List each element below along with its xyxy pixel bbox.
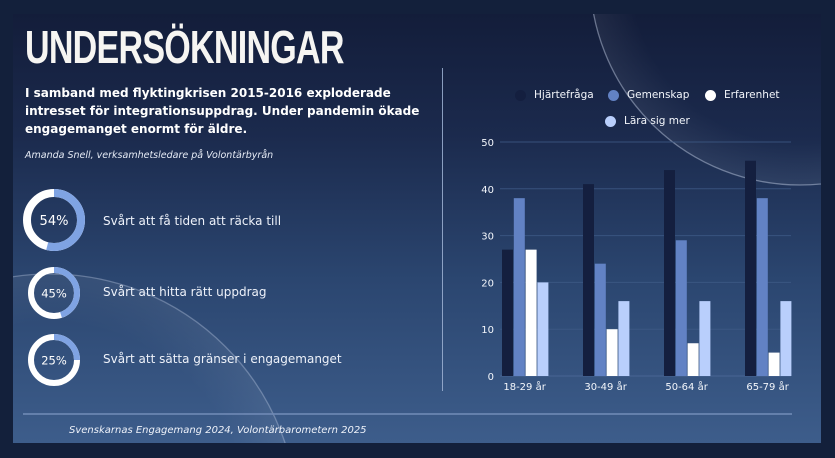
- bar-erfarenhet-3: [768, 352, 780, 376]
- donut-value: 54%: [40, 214, 69, 229]
- decorative-arc-left: [13, 273, 286, 443]
- y-tick-label: 30: [481, 232, 494, 243]
- legend-label: Hjärtefråga: [534, 89, 594, 101]
- page-title: UNDERSÖKNINGAR: [25, 21, 344, 73]
- legend-swatch: [515, 89, 526, 101]
- bar-gemenskap-2: [675, 240, 687, 376]
- donut-chart: 54%: [23, 189, 85, 251]
- bar-hj-rtefr-ga-0: [502, 249, 513, 376]
- y-tick-label: 10: [481, 325, 494, 336]
- donut-chart: 45%: [28, 267, 80, 319]
- footer-divider: [23, 413, 792, 415]
- stat-item: 45% Svårt att hitta rätt uppdrag: [13, 263, 433, 333]
- x-tick-label: 18-29 år: [503, 380, 546, 393]
- legend-item-erfarenhet: Erfarenhet: [705, 89, 780, 101]
- slide: UNDERSÖKNINGAR I samband med flyktingkri…: [13, 14, 821, 443]
- legend-label: Gemenskap: [627, 89, 690, 101]
- source-footer: Svenskarnas Engagemang 2024, Volontärbar…: [69, 425, 367, 436]
- bar-chart: 0 10 20 30 40 50 18-29 år 30-49 år 50-64 år 65-79…: [481, 138, 792, 393]
- donut-arc: [28, 334, 80, 386]
- bar-l-ra-sig-mer-1: [618, 301, 630, 376]
- stat-text: Svårt att sätta gränser i engagemanget: [103, 352, 342, 366]
- bar-hj-rtefr-ga-1: [583, 184, 594, 376]
- bar-hj-rtefr-ga-2: [664, 170, 675, 376]
- bar-erfarenhet-0: [525, 249, 537, 376]
- y-tick-label: 0: [488, 372, 494, 383]
- bar-gemenskap-1: [594, 263, 606, 376]
- donut-arc: [28, 267, 80, 319]
- bar-hj-rtefr-ga-3: [745, 160, 756, 376]
- bar-l-ra-sig-mer-2: [699, 301, 711, 376]
- bar-l-ra-sig-mer-3: [780, 301, 792, 376]
- column-divider: [442, 68, 443, 391]
- stat-item: 54% Svårt att få tiden att räcka till: [13, 185, 433, 255]
- quote-attribution: Amanda Snell, verksamhetsledare på Volon…: [25, 150, 274, 161]
- donut-value: 45%: [41, 287, 67, 301]
- lead-paragraph: I samband med flyktingkrisen 2015-2016 e…: [25, 86, 420, 136]
- legend-label: Erfarenhet: [724, 89, 780, 101]
- legend-item-lara-sig-mer: Lära sig mer: [605, 115, 690, 127]
- y-tick-label: 50: [481, 138, 494, 149]
- legend-swatch: [608, 89, 619, 101]
- x-tick-label: 30-49 år: [584, 380, 627, 393]
- stat-item: 25% Svårt att sätta gränser i engagemang…: [13, 330, 433, 400]
- y-tick-label: 40: [481, 185, 494, 196]
- legend-item-hjartefraga: Hjärtefråga: [515, 89, 594, 101]
- stat-text: Svårt att få tiden att räcka till: [103, 214, 282, 228]
- y-tick-label: 20: [481, 278, 494, 289]
- bar-l-ra-sig-mer-0: [537, 282, 549, 376]
- donut-chart: 25%: [28, 334, 80, 386]
- legend-swatch: [705, 89, 716, 101]
- donut-arc: [23, 189, 85, 251]
- bar-gemenskap-0: [513, 198, 525, 376]
- x-tick-label: 50-64 år: [665, 380, 708, 393]
- stat-text: Svårt att hitta rätt uppdrag: [103, 285, 267, 299]
- x-tick-label: 65-79 år: [746, 380, 789, 393]
- bar-gemenskap-3: [756, 198, 768, 376]
- donut-value: 25%: [41, 354, 67, 368]
- legend-swatch: [605, 115, 616, 127]
- legend-label: Lära sig mer: [624, 115, 690, 127]
- legend-item-gemenskap: Gemenskap: [608, 89, 689, 101]
- bar-erfarenhet-1: [606, 329, 618, 376]
- bar-erfarenhet-2: [687, 343, 699, 376]
